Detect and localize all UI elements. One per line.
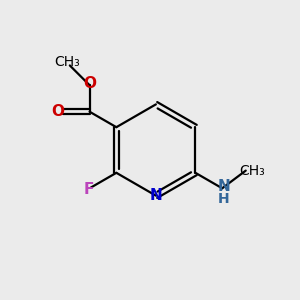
Text: O: O xyxy=(51,104,64,119)
Text: H: H xyxy=(218,192,230,206)
Text: O: O xyxy=(83,76,96,91)
Text: CH₃: CH₃ xyxy=(54,55,80,69)
Text: F: F xyxy=(83,182,94,196)
Text: N: N xyxy=(217,179,230,194)
Text: CH₃: CH₃ xyxy=(239,164,265,178)
Text: N: N xyxy=(149,188,162,203)
